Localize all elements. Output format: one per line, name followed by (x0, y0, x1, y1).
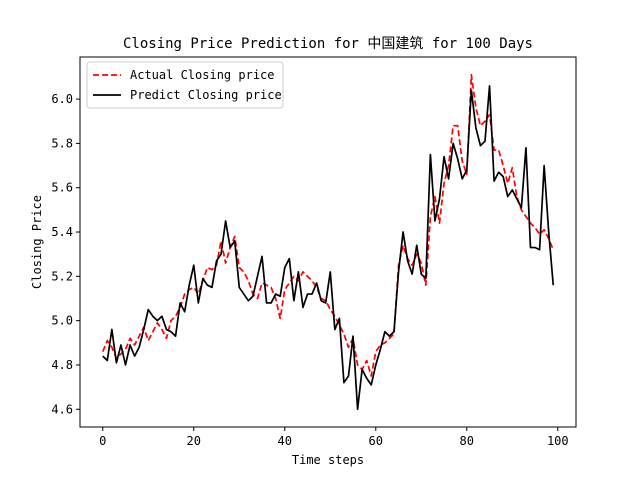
legend-label-actual: Actual Closing price (130, 68, 275, 82)
x-axis-label: Time steps (292, 453, 364, 467)
y-tick-label: 5.0 (51, 314, 73, 328)
x-tick-label: 40 (278, 434, 292, 448)
predicted-price-line (102, 84, 555, 411)
y-tick-label: 5.2 (51, 269, 73, 283)
x-tick-label: 60 (369, 434, 383, 448)
legend-label-predict: Predict Closing price (130, 88, 282, 102)
axes-frame (79, 56, 577, 428)
ticks-layer: 0 20 40 60 80 100 4.6 4.8 5.0 5.2 5.4 5.6 5.8 6.0 (51, 92, 568, 448)
y-tick-label: 5.4 (51, 225, 73, 239)
legend: Actual Closing price Predict Closing pri… (86, 61, 284, 109)
actual-price-line (101, 73, 555, 377)
y-axis-label: Closing Price (30, 195, 44, 289)
y-tick-label: 6.0 (51, 92, 73, 106)
x-tick-label: 100 (547, 434, 569, 448)
legend-box (86, 61, 284, 109)
y-tick-label: 4.6 (51, 402, 73, 416)
x-tick-label: 0 (99, 434, 106, 448)
plot-layer (101, 73, 555, 411)
y-tick-label: 4.8 (51, 358, 73, 372)
x-tick-label: 20 (187, 434, 201, 448)
y-tick-label: 5.8 (51, 136, 73, 150)
x-tick-label: 80 (460, 434, 474, 448)
chart-title: Closing Price Prediction for 中国建筑 for 10… (123, 36, 533, 52)
y-tick-label: 5.6 (51, 181, 73, 195)
